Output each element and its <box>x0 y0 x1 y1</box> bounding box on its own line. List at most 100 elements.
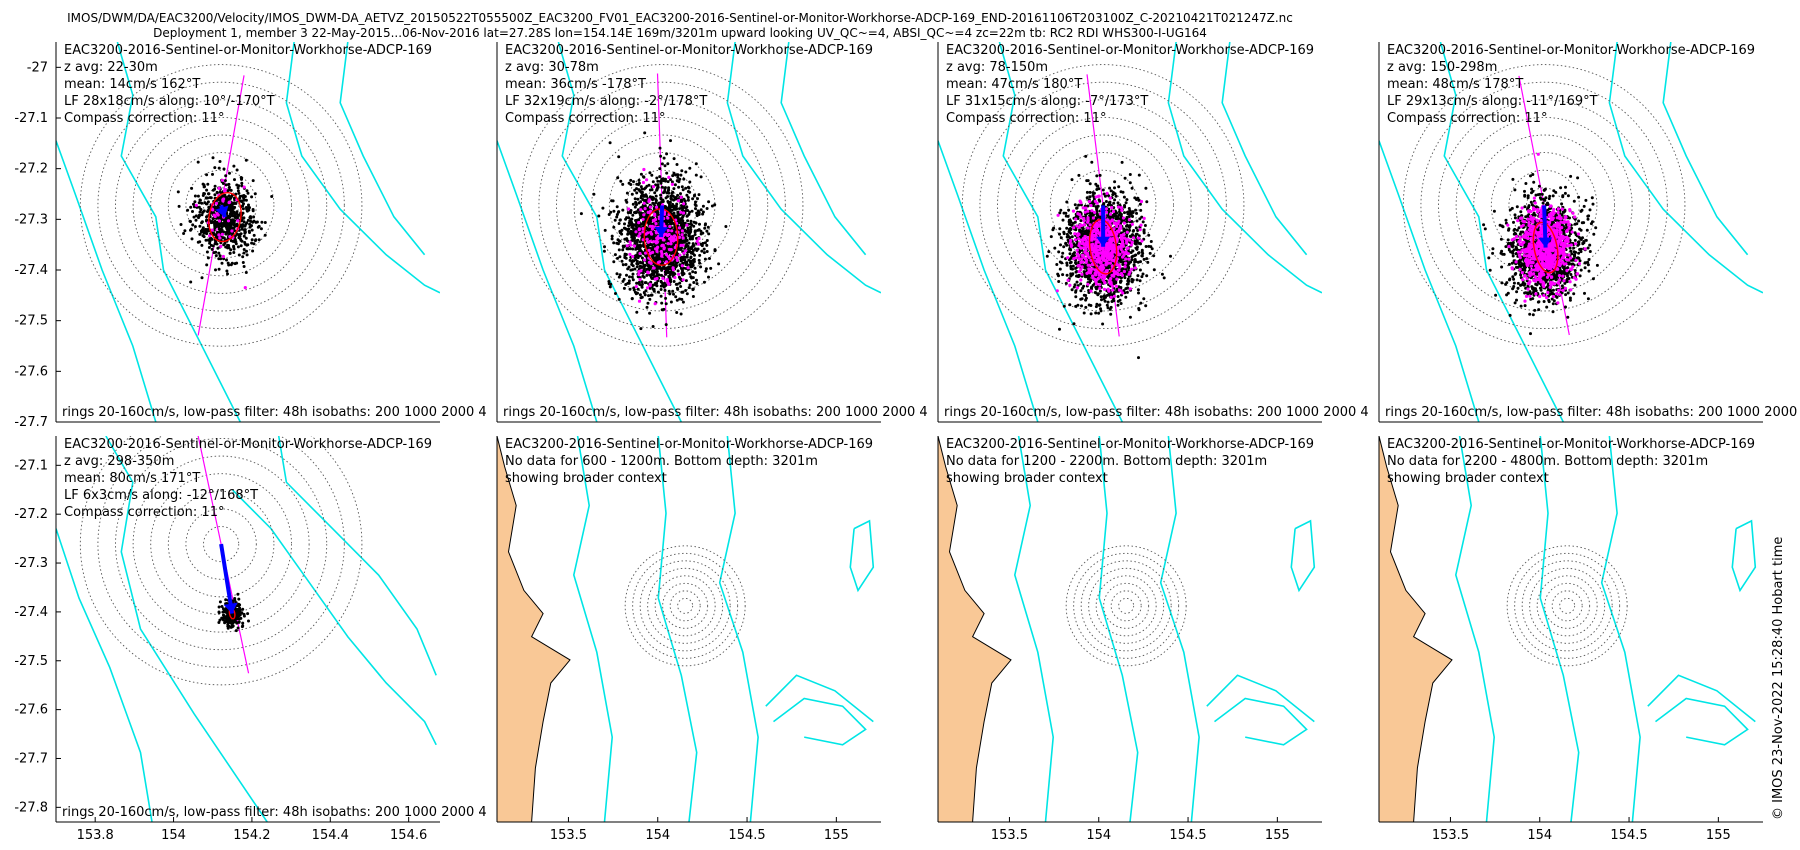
raw-point <box>1095 302 1099 306</box>
raw-point <box>206 196 210 200</box>
panel-footer-text: rings 20-160cm/s, low-pass filter: 48h i… <box>503 405 928 420</box>
raw-point <box>1072 322 1076 326</box>
raw-point <box>662 307 666 311</box>
lowpass-point <box>639 269 643 273</box>
raw-point <box>691 249 695 252</box>
raw-point <box>1109 189 1113 193</box>
raw-point <box>1058 267 1062 271</box>
raw-point <box>670 204 674 208</box>
raw-point <box>1106 306 1110 310</box>
raw-point <box>1089 312 1093 316</box>
raw-point <box>220 222 224 226</box>
lowpass-point <box>1128 238 1132 242</box>
raw-point <box>220 225 224 229</box>
raw-point <box>653 191 657 195</box>
raw-point <box>1137 307 1141 310</box>
raw-point <box>1136 274 1140 278</box>
raw-point <box>232 226 236 230</box>
panel-info-line: LF 32x19cm/s along: -2°/178°T <box>505 94 707 109</box>
raw-point <box>634 211 637 215</box>
raw-point <box>1094 291 1098 295</box>
raw-point <box>691 270 695 274</box>
raw-point <box>1136 288 1140 292</box>
lowpass-point <box>649 230 653 234</box>
lowpass-point <box>1111 218 1115 222</box>
lowpass-point <box>1119 236 1123 241</box>
raw-point <box>641 271 645 275</box>
isobath-line <box>339 42 426 256</box>
lowpass-point <box>1076 232 1080 236</box>
raw-point <box>245 253 249 257</box>
raw-point <box>663 270 667 274</box>
raw-point <box>691 295 695 298</box>
panels-group: rings 20-160cm/s, low-pass filter: 48h i… <box>14 42 1800 843</box>
raw-point <box>663 187 667 191</box>
raw-point <box>685 292 689 296</box>
raw-point <box>672 280 676 283</box>
raw-point <box>682 206 686 209</box>
lowpass-point <box>696 242 701 246</box>
raw-point <box>225 230 229 233</box>
raw-point <box>1142 229 1146 233</box>
raw-point <box>1091 213 1095 217</box>
raw-point <box>1070 254 1074 258</box>
lowpass-point <box>1068 241 1072 245</box>
raw-point <box>216 246 220 250</box>
lowpass-point <box>667 247 672 252</box>
raw-point <box>1062 211 1066 215</box>
raw-point <box>684 289 688 292</box>
raw-point <box>698 253 702 257</box>
raw-point <box>1113 198 1117 202</box>
raw-point <box>1068 247 1071 251</box>
raw-point <box>1097 198 1101 202</box>
raw-point <box>668 292 672 296</box>
raw-point <box>624 256 628 260</box>
raw-point <box>650 188 654 192</box>
lowpass-point <box>648 205 653 209</box>
raw-point <box>1108 203 1112 207</box>
lowpass-point <box>1104 263 1108 267</box>
raw-point <box>675 179 679 183</box>
speed-ring <box>573 116 751 294</box>
raw-point <box>630 297 634 301</box>
raw-point <box>1065 200 1069 204</box>
raw-point <box>617 222 621 225</box>
raw-point <box>669 221 673 224</box>
lowpass-point <box>1111 254 1115 258</box>
raw-point <box>1142 257 1146 261</box>
raw-point <box>694 247 697 251</box>
lowpass-point <box>1125 247 1129 251</box>
raw-point <box>1058 232 1061 236</box>
raw-point <box>1051 228 1055 232</box>
raw-point <box>196 194 200 198</box>
lowpass-point <box>1114 284 1118 288</box>
raw-point <box>1067 208 1071 212</box>
raw-point <box>1135 239 1139 243</box>
raw-point <box>213 166 217 170</box>
raw-point <box>688 272 692 276</box>
raw-point <box>1090 160 1094 164</box>
raw-point <box>244 271 248 274</box>
raw-point <box>1058 227 1062 231</box>
raw-point <box>226 261 230 265</box>
raw-point <box>213 193 217 197</box>
raw-point <box>689 255 693 259</box>
raw-point <box>697 212 701 216</box>
raw-point <box>242 234 246 238</box>
raw-point <box>232 206 236 210</box>
raw-point <box>242 198 246 202</box>
raw-point <box>1067 218 1071 222</box>
raw-point <box>242 248 246 251</box>
lowpass-point <box>1119 289 1123 293</box>
raw-point <box>660 185 664 189</box>
lowpass-point <box>647 198 651 202</box>
raw-point <box>1136 251 1140 255</box>
raw-point <box>1068 303 1072 307</box>
raw-point <box>244 198 248 202</box>
raw-point <box>633 267 637 271</box>
raw-point <box>224 183 228 187</box>
raw-point <box>679 173 683 177</box>
raw-point <box>245 249 248 253</box>
raw-point <box>629 268 633 272</box>
raw-point <box>1123 176 1127 180</box>
